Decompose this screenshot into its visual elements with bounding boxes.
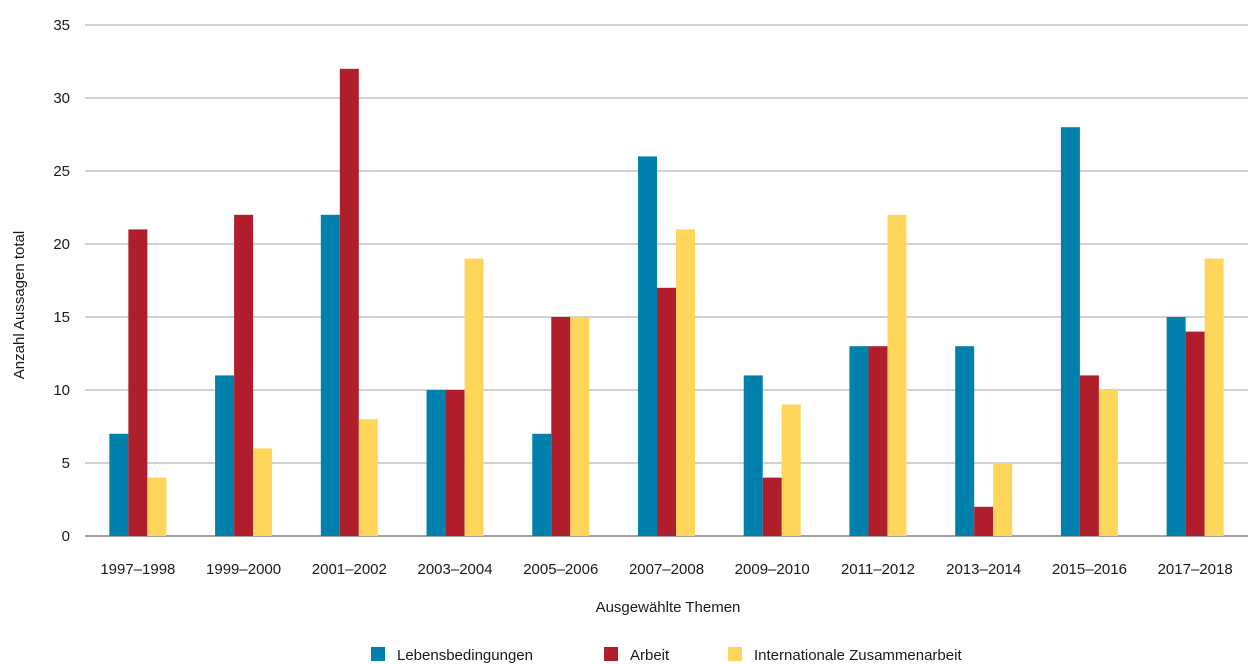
bar-arbeit — [1079, 375, 1099, 536]
bar-arbeit — [339, 68, 359, 537]
bar-arbeit — [657, 287, 676, 536]
bar-internationale-zusammenarbeit — [464, 258, 484, 536]
legend-swatch — [728, 647, 742, 661]
y-tick-label: 5 — [62, 455, 70, 472]
x-tick-label: 2013–2014 — [946, 561, 1021, 578]
x-tick-label: 1997–1998 — [100, 561, 175, 578]
bar-lebensbedingungen — [1166, 317, 1186, 536]
x-axis-title: Ausgewählte Themen — [596, 599, 741, 616]
bar-lebensbedingungen — [320, 214, 340, 537]
bar-arbeit — [234, 214, 254, 537]
bar-internationale-zusammenarbeit — [676, 229, 695, 536]
bar-internationale-zusammenarbeit — [253, 448, 273, 536]
bar-internationale-zusammenarbeit — [1204, 258, 1224, 536]
x-axis-ticks: 1997–1998 1999–2000 2001–2002 2003–2004 2005… — [100, 561, 1232, 578]
bar-internationale-zusammenarbeit — [781, 404, 801, 536]
bars — [109, 68, 1224, 537]
x-tick-label: 2005–2006 — [523, 561, 598, 578]
legend-label: Arbeit — [630, 647, 670, 664]
y-tick-label: 20 — [53, 236, 70, 253]
bar-lebensbedingungen — [638, 156, 657, 536]
bar-internationale-zusammenarbeit — [887, 214, 907, 537]
bar-internationale-zusammenarbeit — [570, 317, 590, 536]
x-tick-label: 2001–2002 — [312, 561, 387, 578]
bar-lebensbedingungen — [426, 390, 446, 536]
x-tick-label: 1999–2000 — [206, 561, 281, 578]
y-tick-label: 25 — [53, 163, 70, 180]
bar-arbeit — [868, 346, 888, 536]
bar-arbeit — [128, 229, 148, 536]
legend-label: Internationale Zusammenarbeit — [754, 647, 962, 664]
bar-lebensbedingungen — [1060, 127, 1080, 536]
bar-internationale-zusammenarbeit — [1098, 390, 1118, 536]
legend-swatch — [371, 647, 385, 661]
bar-lebensbedingungen — [532, 433, 552, 536]
x-tick-label: 2015–2016 — [1052, 561, 1127, 578]
bar-lebensbedingungen — [955, 346, 975, 536]
y-axis-ticks: 0 5 10 15 20 25 30 35 — [53, 17, 70, 545]
x-tick-label: 2003–2004 — [417, 561, 492, 578]
bar-lebensbedingungen — [849, 346, 869, 536]
legend: Lebensbedingungen Arbeit Internationale Zu… — [371, 647, 962, 664]
bar-arbeit — [551, 317, 571, 536]
bar-internationale-zusammenarbeit — [358, 419, 378, 536]
bar-lebensbedingungen — [109, 433, 129, 536]
bar-lebensbedingungen — [743, 375, 763, 536]
bar-arbeit — [445, 390, 465, 536]
bar-internationale-zusammenarbeit — [147, 477, 167, 536]
y-tick-label: 35 — [53, 17, 70, 34]
y-tick-label: 15 — [53, 309, 70, 326]
bar-arbeit — [1185, 331, 1205, 536]
x-tick-label: 2007–2008 — [629, 561, 704, 578]
y-tick-label: 10 — [53, 382, 70, 399]
x-tick-label: 2009–2010 — [735, 561, 810, 578]
y-tick-label: 0 — [62, 528, 70, 545]
bar-internationale-zusammenarbeit — [993, 463, 1013, 536]
legend-label: Lebensbedingungen — [397, 647, 533, 664]
bar-arbeit — [762, 477, 782, 536]
bar-lebensbedingungen — [215, 375, 235, 536]
y-axis-title: Anzahl Aussagen total — [11, 231, 28, 379]
y-tick-label: 30 — [53, 90, 70, 107]
x-tick-label: 2011–2012 — [841, 561, 915, 578]
bar-arbeit — [974, 506, 994, 536]
legend-swatch — [604, 647, 618, 661]
x-tick-label: 2017–2018 — [1158, 561, 1233, 578]
